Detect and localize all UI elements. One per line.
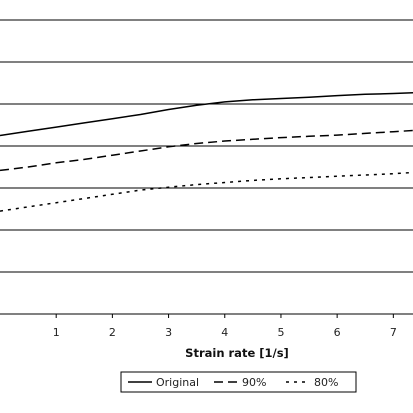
x-tick-label: 2 [109, 326, 116, 339]
x-tick-label: 7 [390, 326, 397, 339]
gridlines [0, 19, 413, 273]
x-axis-label: Strain rate [1/s] [185, 346, 289, 360]
series-line-90pct [0, 129, 413, 172]
legend-label: 90% [242, 376, 266, 389]
x-tick-label: 6 [334, 326, 341, 339]
x-tick-label: 5 [277, 326, 284, 339]
legend-box [120, 371, 357, 393]
x-tick-label: 1 [53, 326, 60, 339]
x-axis-ticks: 1 2 3 4 5 6 7 [53, 314, 397, 339]
series-line-original [0, 91, 413, 137]
legend-label: Original [156, 376, 199, 389]
legend: Original 90% 80% [120, 371, 357, 393]
series-group [0, 91, 413, 212]
x-tick-label: 3 [165, 326, 172, 339]
legend-label: 80% [314, 376, 338, 389]
series-line-80pct [0, 171, 413, 212]
x-tick-label: 4 [221, 326, 228, 339]
